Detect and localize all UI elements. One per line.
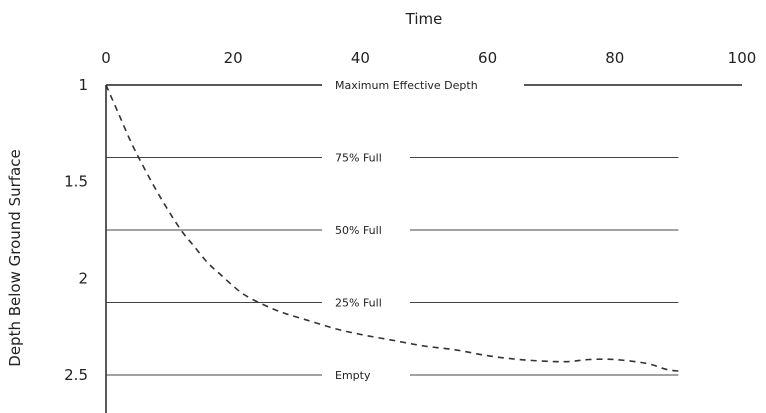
y-tick-label-3: 2.5	[64, 366, 88, 384]
x-tick-label-3: 60	[478, 49, 497, 67]
y-axis-title: Depth Below Ground Surface	[6, 149, 24, 366]
reference-line-label-3: 25% Full	[335, 297, 382, 310]
x-tick-label-1: 20	[224, 49, 243, 67]
reference-line-label-0: Maximum Effective Depth	[335, 79, 478, 92]
reference-line-label-2: 50% Full	[335, 224, 382, 237]
reference-line-label-4: Empty	[335, 369, 371, 382]
x-tick-label-5: 100	[728, 49, 757, 67]
depth-series-line	[105, 84, 679, 372]
y-tick-label-0: 1	[78, 76, 88, 94]
x-tick-label-4: 80	[605, 49, 624, 67]
x-tick-label-2: 40	[351, 49, 370, 67]
reference-lines: Maximum Effective Depth 75% Full 50% Full 2…	[106, 79, 742, 382]
x-tick-label-0: 0	[101, 49, 111, 67]
y-tick-label-2: 2	[78, 269, 88, 287]
y-tick-label-1: 1.5	[64, 173, 88, 191]
x-axis-title: Time	[405, 10, 443, 28]
y-tick-labels: 1 1.5 2 2.5	[64, 76, 88, 384]
x-tick-labels: 0 20 40 60 80 100	[101, 49, 756, 67]
reference-line-label-1: 75% Full	[335, 152, 382, 165]
